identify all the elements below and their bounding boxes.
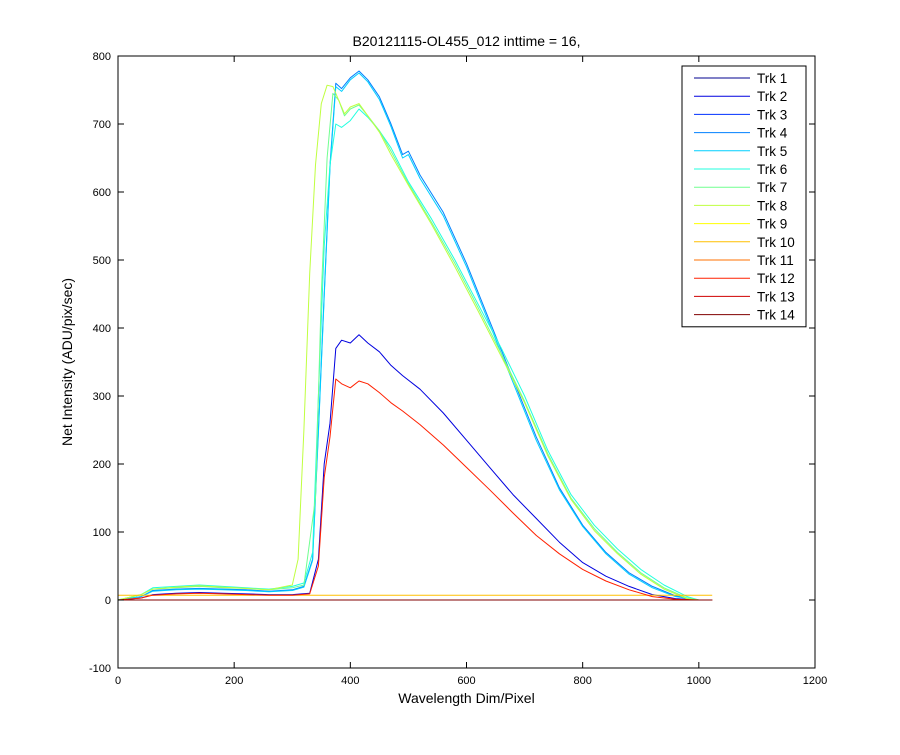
x-tick-label: 600	[457, 675, 475, 687]
legend-label-trk-3: Trk 3	[757, 107, 787, 122]
y-tick-label: 400	[93, 323, 111, 335]
y-tick-label: 800	[93, 51, 111, 63]
legend-box	[681, 65, 807, 328]
legend-label-trk-8: Trk 8	[757, 198, 787, 213]
legend-label-trk-11: Trk 11	[757, 253, 794, 268]
series-line-trk-2	[117, 334, 713, 601]
legend: Trk 1 Trk 2 Trk 3 Trk 4 Trk 5 Trk 6 Trk 7 Trk 8…	[681, 65, 807, 328]
series-line-trk-12	[117, 378, 713, 601]
x-tick-label: 0	[115, 675, 121, 687]
chart-title: B20121115-OL455_012 inttime = 16,	[353, 33, 581, 49]
x-axis-label: Wavelength Dim/Pixel	[398, 690, 534, 706]
legend-label-trk-4: Trk 4	[757, 126, 788, 141]
series-line-trk-4	[117, 70, 699, 601]
x-tick-label: 800	[573, 675, 591, 687]
legend-label-trk-5: Trk 5	[757, 144, 787, 159]
legend-label-trk-9: Trk 9	[757, 217, 787, 232]
x-tick-label: 200	[225, 675, 243, 687]
series-line-trk-5	[117, 72, 699, 601]
legend-label-trk-6: Trk 6	[757, 162, 787, 177]
series-line-trk-6	[117, 108, 699, 601]
y-tick-label: 0	[105, 595, 111, 607]
y-tick-label: -100	[89, 663, 111, 675]
legend-label-trk-2: Trk 2	[757, 89, 787, 104]
ticks-layer: 0 200 400 600 800 1000 1200 -100 0 100 200 300 400 50…	[89, 51, 827, 687]
y-tick-label: 100	[93, 527, 111, 539]
y-tick-label: 600	[93, 187, 111, 199]
legend-label-trk-1: Trk 1	[757, 71, 787, 86]
series-line-trk-8	[117, 84, 699, 601]
legend-label-trk-10: Trk 10	[757, 235, 795, 250]
legend-label-trk-12: Trk 12	[757, 271, 795, 286]
y-tick-label: 500	[93, 255, 111, 267]
x-tick-label: 400	[341, 675, 359, 687]
y-tick-label: 700	[93, 119, 111, 131]
series-layer	[117, 70, 713, 601]
y-axis-label: Net Intensity (ADU/pix/sec)	[59, 278, 75, 446]
y-tick-label: 300	[93, 391, 111, 403]
x-tick-label: 1200	[803, 675, 827, 687]
legend-label-trk-14: Trk 14	[757, 308, 795, 323]
x-tick-label: 1000	[687, 675, 711, 687]
legend-label-trk-7: Trk 7	[757, 180, 787, 195]
legend-label-trk-13: Trk 13	[757, 289, 795, 304]
y-tick-label: 200	[93, 459, 111, 471]
